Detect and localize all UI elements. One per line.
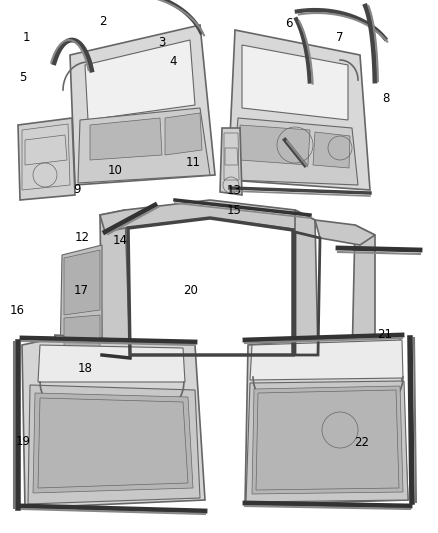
Polygon shape <box>352 225 375 365</box>
Text: 8: 8 <box>382 92 389 105</box>
Text: 22: 22 <box>354 436 369 449</box>
Text: 14: 14 <box>113 235 128 247</box>
Polygon shape <box>64 315 100 360</box>
Polygon shape <box>246 381 408 502</box>
Text: 19: 19 <box>15 435 30 448</box>
Text: 20: 20 <box>183 284 198 297</box>
Text: 9: 9 <box>73 183 81 196</box>
Polygon shape <box>18 118 75 200</box>
Polygon shape <box>33 393 193 493</box>
Polygon shape <box>242 45 348 120</box>
Text: 6: 6 <box>285 18 293 30</box>
Polygon shape <box>64 250 100 315</box>
Text: 12: 12 <box>75 231 90 244</box>
Text: 10: 10 <box>108 164 123 177</box>
Polygon shape <box>22 335 205 508</box>
Polygon shape <box>100 200 315 232</box>
Text: 5: 5 <box>19 71 26 84</box>
Text: 15: 15 <box>227 204 242 217</box>
Polygon shape <box>100 210 130 358</box>
Text: 4: 4 <box>169 55 177 68</box>
Text: 7: 7 <box>336 31 343 44</box>
Text: 1: 1 <box>22 31 30 44</box>
Polygon shape <box>90 118 162 160</box>
Text: 2: 2 <box>99 15 107 28</box>
Polygon shape <box>165 113 202 155</box>
Polygon shape <box>252 386 403 494</box>
Text: 16: 16 <box>10 304 25 317</box>
Polygon shape <box>60 245 102 362</box>
Polygon shape <box>240 125 310 165</box>
Polygon shape <box>28 385 200 504</box>
Polygon shape <box>245 335 408 505</box>
Text: 3: 3 <box>159 36 166 49</box>
Polygon shape <box>313 132 350 168</box>
Polygon shape <box>250 340 403 380</box>
Text: 13: 13 <box>227 184 242 197</box>
Text: 11: 11 <box>185 156 200 169</box>
Polygon shape <box>70 25 215 185</box>
Polygon shape <box>228 30 370 190</box>
Polygon shape <box>315 220 375 245</box>
Polygon shape <box>78 108 210 183</box>
Text: 17: 17 <box>74 284 88 297</box>
Polygon shape <box>38 345 185 382</box>
Polygon shape <box>295 210 318 355</box>
Polygon shape <box>233 118 358 185</box>
Polygon shape <box>85 40 195 120</box>
Polygon shape <box>220 128 242 195</box>
Text: 18: 18 <box>78 362 93 375</box>
Text: 21: 21 <box>377 328 392 341</box>
